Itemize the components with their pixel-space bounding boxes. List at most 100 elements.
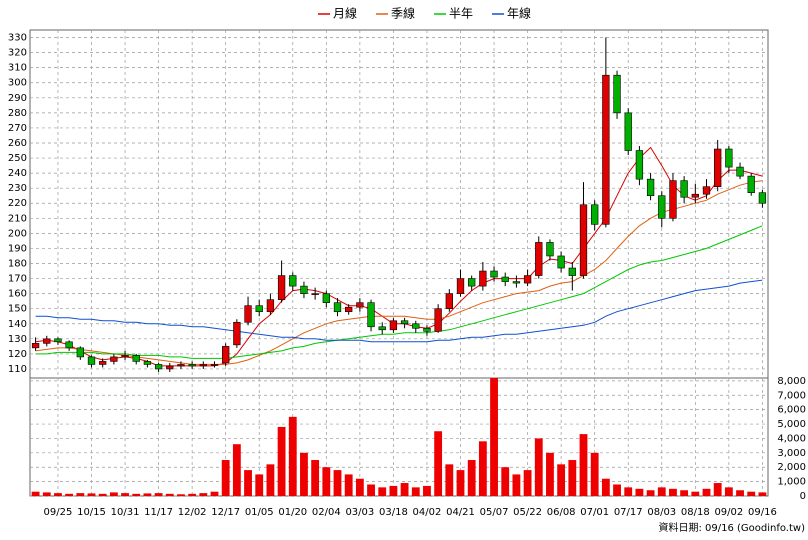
- volume-bar: [311, 460, 320, 496]
- candle-body: [680, 180, 688, 198]
- x-tick-label: 08/03: [647, 507, 676, 518]
- volume-bar: [467, 460, 476, 496]
- candle-body: [568, 267, 576, 276]
- volume-bar: [199, 493, 208, 496]
- y-tick-label: 140: [8, 319, 27, 330]
- x-tick-label: 04/02: [413, 507, 442, 518]
- volume-bar: [322, 467, 331, 496]
- candle-body: [222, 346, 230, 364]
- candle-body: [725, 148, 733, 168]
- x-tick-label: 03/18: [379, 507, 408, 518]
- x-tick-label: 02/04: [312, 507, 341, 518]
- y2-tick-label: 8,000: [777, 376, 806, 387]
- ma-line: [35, 279, 763, 343]
- volume-bar: [333, 470, 342, 496]
- volume-bar: [109, 492, 118, 496]
- ma-line: [35, 225, 763, 359]
- y-tick-label: 270: [8, 123, 27, 134]
- y-tick-label: 150: [8, 304, 27, 315]
- candle-body: [177, 364, 185, 367]
- y-tick-label: 320: [8, 48, 27, 59]
- y-tick-label: 130: [8, 334, 27, 345]
- candle-body: [702, 186, 711, 195]
- x-tick-label: 01/20: [278, 507, 307, 518]
- candle-body: [579, 204, 588, 276]
- candle-body: [132, 355, 140, 362]
- volume-bar: [434, 431, 443, 496]
- candle-body: [322, 293, 330, 303]
- x-tick-label: 03/03: [345, 507, 374, 518]
- volume-bar: [691, 491, 700, 496]
- volume-bar: [221, 460, 230, 496]
- y-tick-label: 110: [8, 364, 27, 375]
- y-tick-label: 210: [8, 213, 27, 224]
- candle-body: [378, 326, 386, 331]
- volume-bar: [154, 493, 163, 496]
- candle-body: [468, 278, 476, 287]
- candle-body: [546, 242, 554, 257]
- candle-body: [43, 338, 51, 344]
- y2-tick-label: 4,000: [777, 433, 806, 444]
- volume-bar: [210, 491, 219, 496]
- candle-body: [255, 305, 263, 313]
- price-panel: [29, 29, 769, 379]
- y2-tick-label: 7,000: [777, 390, 806, 401]
- candle-body: [76, 347, 84, 358]
- y-tick-label: 230: [8, 183, 27, 194]
- volume-bar: [188, 493, 197, 496]
- volume-bar: [389, 485, 398, 496]
- volume-bar: [512, 474, 521, 496]
- candle-body: [65, 341, 73, 349]
- volume-bar: [680, 490, 689, 496]
- volume-bar: [132, 493, 141, 496]
- volume-bar: [657, 487, 666, 496]
- legend-label: 半年: [449, 7, 473, 21]
- y2-tick-label: 1,000: [777, 477, 806, 488]
- candle-body: [143, 361, 152, 365]
- y2-tick-label: 5,000: [777, 419, 806, 430]
- candle-body: [736, 166, 744, 177]
- volume-bar: [31, 491, 40, 496]
- volume-bar: [266, 464, 275, 496]
- volume-bar: [579, 434, 588, 496]
- candle-body: [512, 281, 521, 284]
- candle-body: [121, 355, 129, 358]
- volume-bar: [288, 416, 297, 496]
- candle-body: [266, 299, 275, 313]
- volume-bar: [177, 494, 185, 496]
- candle-body: [490, 270, 498, 278]
- volume-bar: [523, 470, 532, 496]
- candle-body: [445, 293, 453, 310]
- candle-body: [311, 293, 319, 295]
- volume-bar: [165, 493, 174, 496]
- candle-body: [99, 361, 107, 365]
- candle-body: [602, 74, 610, 225]
- x-tick-label: 01/05: [245, 507, 274, 518]
- y-tick-label: 190: [8, 243, 27, 254]
- volume-bar: [635, 488, 644, 496]
- candle-body: [356, 302, 364, 308]
- y-tick-label: 250: [8, 153, 27, 164]
- volume-bar: [42, 492, 51, 496]
- candle-body: [646, 178, 655, 197]
- candle-body: [87, 356, 96, 365]
- candle-body: [479, 270, 487, 287]
- volume-bar: [713, 483, 722, 496]
- candle-body: [691, 193, 699, 198]
- volume-bar: [501, 467, 510, 496]
- candle-body: [423, 327, 431, 332]
- volume-bar: [736, 490, 744, 496]
- x-tick-label: 07/01: [580, 507, 609, 518]
- volume-bar: [590, 452, 599, 496]
- x-tick-label: 05/22: [513, 507, 542, 518]
- candle-body: [54, 338, 62, 343]
- candle-body: [669, 180, 677, 219]
- volume-bar: [669, 488, 677, 496]
- candle-body: [557, 255, 565, 269]
- volume-bar: [355, 478, 364, 496]
- y-tick-label: 220: [8, 198, 27, 209]
- candle-body: [210, 364, 219, 366]
- volume-bar: [724, 487, 733, 496]
- y-tick-label: 280: [8, 108, 27, 119]
